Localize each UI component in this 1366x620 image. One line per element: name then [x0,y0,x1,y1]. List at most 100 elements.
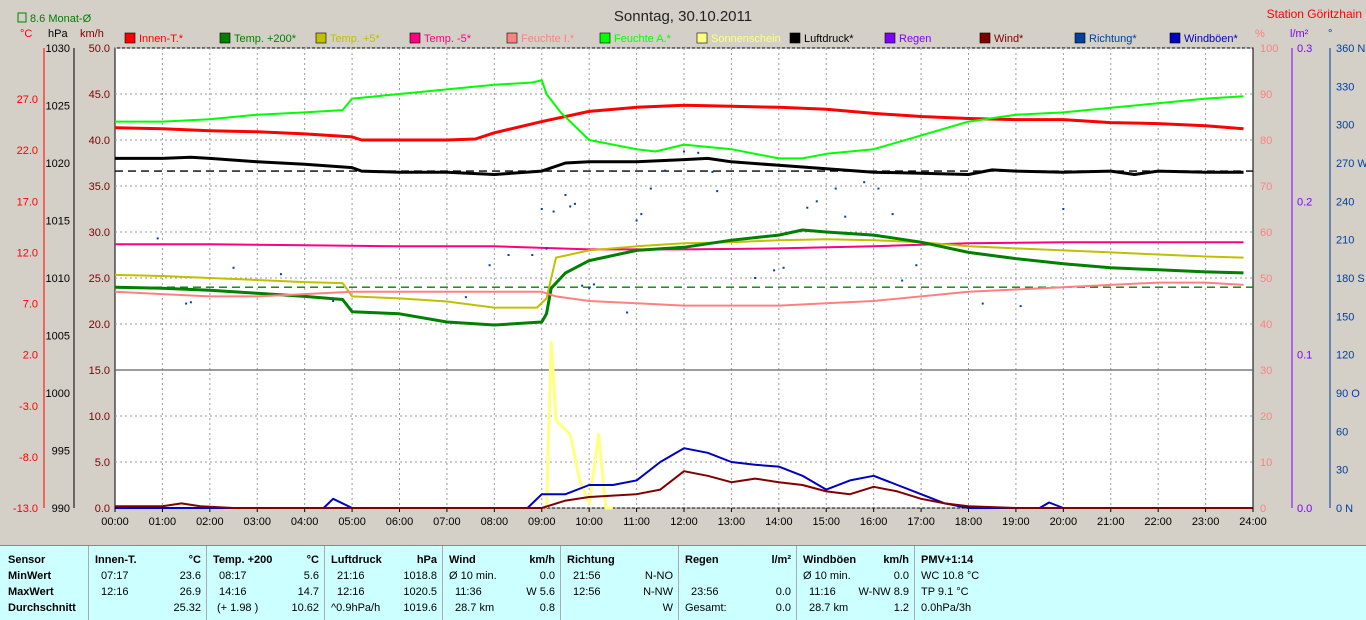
direction-point [915,264,918,267]
direction-point [635,219,638,222]
percent-tick-label: 20 [1260,411,1272,423]
series-line-luftdruck- [115,155,1244,176]
legend-label: Innen-T.* [139,33,184,45]
chart-title: Sonntag, 30.10.2011 [614,8,752,25]
x-tick-label: 07:00 [433,516,461,528]
druck-min-value: 1018.8 [403,570,437,582]
temp-tick-label: 17.0 [17,196,38,208]
innen-max-time: 12:16 [101,586,129,598]
x-tick-label: 01:00 [149,516,177,528]
regen-header: Regen [685,554,719,566]
boeen-avg-value: 1.2 [893,602,909,614]
temp-tick-label: -3.0 [19,401,38,413]
direction-point [540,208,543,210]
pmv-header: PMV+1:14 [921,554,974,566]
pressure-tick-label: 1030 [46,43,70,55]
direction-point [531,254,534,256]
pressure-tick-label: 1010 [46,273,70,285]
series-line-temp-5- [115,241,1244,251]
x-tick-label: 18:00 [955,516,983,528]
dir-tick-label: 30 [1336,465,1348,477]
regen-max-value: 0.0 [775,586,791,598]
x-tick-label: 19:00 [1002,516,1030,528]
legend-label: Sonnenschein [711,33,781,45]
direction-point [569,205,572,208]
direction-point [1062,208,1065,210]
direction-point [156,237,159,240]
pressure-tick-label: 995 [52,446,70,458]
pressure-tick-label: 990 [52,503,70,515]
richtung-min-time: 21:56 [573,570,601,582]
series-line-feuchte-a- [115,79,1244,160]
speed-tick-label: 30.0 [89,227,110,239]
legend-label: Temp. +5* [330,33,381,45]
summary-col-labels: Sensor MinWert MaxWert Durchschnitt [0,546,88,620]
percent-tick-label: 100 [1260,43,1278,55]
x-tick-label: 24:00 [1239,516,1267,528]
summary-col-innen: Innen-T. °C 07:17 23.6 12:16 26.9 25.32 [88,546,207,620]
richtung-max-value: N-NW [643,586,673,598]
series-line-feuchte-i- [114,281,1244,307]
speed-tick-label: 25.0 [89,273,110,285]
direction-point [877,187,880,190]
wind-min-value: 0.0 [539,570,555,582]
percent-tick-label: 90 [1260,89,1272,101]
druck-max-time: 12:16 [337,586,365,598]
richtung-max-time: 12:56 [573,586,601,598]
unit-temp: °C [20,28,32,40]
direction-point [488,264,491,267]
direction-point [626,311,629,314]
legend-swatch [409,32,421,44]
unit-dir: ° [1328,28,1332,40]
direction-point [711,170,714,173]
pmv-max: TP 9.1 °C [921,586,969,598]
wind-max-time: 11:36 [455,586,482,598]
pressure-tick-label: 1025 [46,101,70,113]
label-min: MinWert [8,570,52,582]
percent-tick-label: 0 [1260,503,1266,515]
temp200-min-value: 5.6 [303,570,319,582]
pmv-avg: 0.0hPa/3h [921,602,972,614]
boeen-min-value: 0.0 [893,570,909,582]
druck-max-value: 1020.5 [403,586,437,598]
druck-min-time: 21:16 [337,570,365,582]
speed-tick-label: 15.0 [89,365,110,377]
wind-header: Wind [449,554,476,566]
temp-tick-label: 22.0 [17,145,38,157]
monat-icon [17,12,27,23]
weather-chart: 00:00 01:00 02:00 03:00 04:00 05:00 06:00 07:00… [13,7,1366,528]
direction-point [834,187,837,190]
legend-swatch [696,32,708,44]
direction-point [901,279,904,282]
rain-tick-label: 0.0 [1297,503,1312,515]
x-tick-label: 09:00 [528,516,556,528]
speed-tick-label: 35.0 [89,181,110,193]
percent-tick-label: 60 [1260,227,1272,239]
x-tick-label: 00:00 [101,516,129,528]
direction-point [232,266,235,269]
x-tick-label: 13:00 [718,516,746,528]
speed-tick-label: 40.0 [89,135,110,147]
druck-unit: hPa [416,554,437,566]
unit-speed: km/h [80,28,104,40]
direction-point [664,169,667,172]
x-tick-label: 04:00 [291,516,319,528]
x-tick-label: 12:00 [670,516,698,528]
summary-col-wind: Wind km/h Ø 10 min. 0.0 11:36 W 5.6 28.7… [442,546,561,620]
direction-point [806,206,809,209]
direction-point [782,266,785,269]
dir-tick-label: 360 N [1336,43,1365,55]
summary-col-regen: Regen l/m² 23:56 0.0 Gesamt: 0.0 [678,546,797,620]
direction-point [773,269,776,272]
direction-point [649,187,652,190]
rain-tick-label: 0.2 [1297,196,1312,208]
x-tick-label: 22:00 [1144,516,1172,528]
legend-label: Windböen* [1184,33,1239,45]
series-line-wind- [115,470,1253,509]
pressure-tick-label: 1020 [46,158,70,170]
speed-tick-label: 10.0 [89,411,110,423]
boeen-max-value: W-NW 8.9 [858,586,909,598]
direction-point [844,215,847,218]
unit-rain: l/m² [1290,28,1309,40]
boeen-avg-note: 28.7 km [809,602,849,614]
